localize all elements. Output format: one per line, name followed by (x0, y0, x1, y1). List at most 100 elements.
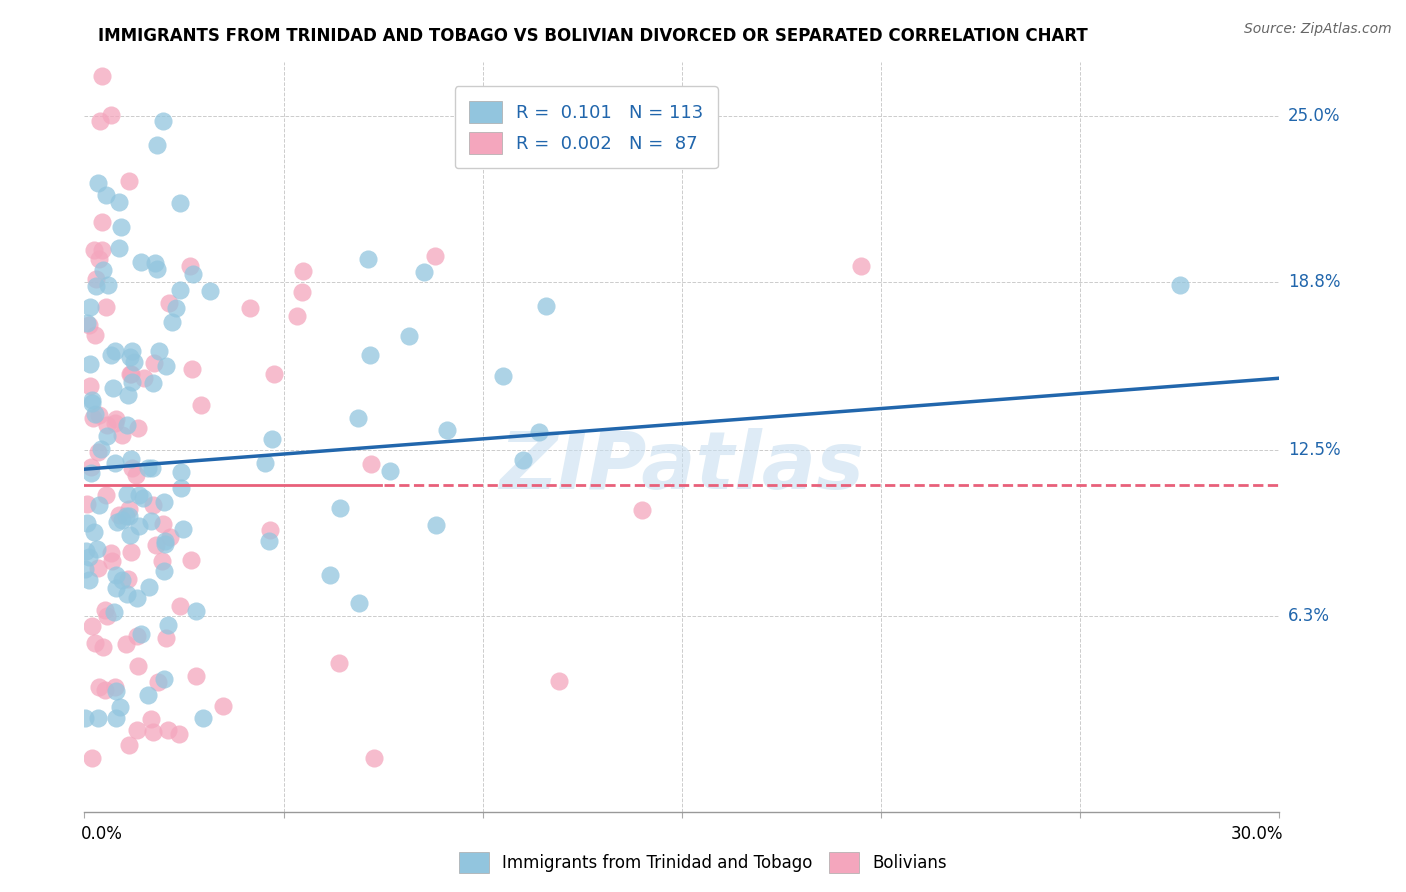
Point (118, 350, 141, 364)
Point (148, 343, 170, 358)
Point (87, 252, 110, 266)
Point (125, 467, 148, 482)
Point (124, 355, 146, 369)
Point (155, 536, 177, 550)
Point (76, 497, 98, 511)
Point (115, 418, 138, 433)
Point (263, 367, 285, 381)
Point (104, 684, 127, 698)
Legend: R =  0.101   N = 113, R =  0.002   N =  87: R = 0.101 N = 113, R = 0.002 N = 87 (454, 87, 718, 169)
Point (167, 727, 190, 741)
Point (87, 176, 110, 190)
Point (104, 344, 127, 359)
Point (91, 244, 114, 258)
Point (127, 723, 149, 738)
Point (120, 545, 142, 559)
Point (139, 514, 162, 528)
Point (115, 487, 138, 501)
Point (90, 442, 112, 456)
Point (121, 375, 143, 389)
Point (425, 518, 447, 533)
Point (165, 301, 187, 315)
Point (148, 675, 170, 690)
Point (90, 215, 112, 229)
Point (73, 711, 96, 725)
Point (156, 723, 179, 737)
Point (94, 301, 117, 315)
Point (105, 711, 128, 725)
Point (127, 421, 149, 435)
Point (522, 151, 544, 165)
Point (146, 138, 169, 153)
Point (96, 417, 118, 432)
Point (104, 680, 127, 694)
Point (292, 264, 315, 278)
Point (131, 254, 153, 268)
Point (127, 659, 149, 673)
Point (159, 295, 181, 310)
Point (89, 114, 111, 128)
Point (184, 604, 207, 618)
Point (107, 194, 129, 209)
Point (76, 543, 98, 558)
Point (120, 452, 142, 467)
Point (115, 637, 138, 651)
Point (200, 284, 222, 298)
Point (142, 725, 165, 739)
Point (118, 174, 141, 188)
Text: 18.8%: 18.8% (1288, 273, 1340, 291)
Point (128, 518, 150, 533)
Point (82, 751, 104, 765)
Text: Source: ZipAtlas.com: Source: ZipAtlas.com (1244, 22, 1392, 37)
Point (191, 711, 214, 725)
Point (121, 461, 143, 475)
Point (80, 619, 103, 633)
Point (73, 562, 96, 576)
Point (181, 267, 204, 281)
Point (1168, 278, 1191, 293)
Point (357, 252, 380, 266)
Point (108, 699, 131, 714)
Point (512, 452, 534, 467)
Point (104, 412, 127, 426)
Point (169, 599, 191, 613)
Point (347, 596, 370, 610)
Point (101, 381, 124, 395)
Point (93, 682, 115, 697)
Point (142, 376, 165, 391)
Point (136, 688, 159, 702)
Point (121, 343, 143, 358)
Point (87, 711, 110, 725)
Point (142, 356, 165, 370)
Point (548, 673, 571, 688)
Point (105, 582, 128, 596)
Point (150, 554, 173, 568)
Point (84, 636, 107, 650)
Point (82, 396, 104, 410)
Point (141, 461, 163, 475)
Point (152, 113, 174, 128)
Point (97, 277, 120, 292)
Point (111, 428, 134, 442)
Point (153, 564, 176, 578)
Point (170, 481, 193, 495)
Point (83, 524, 105, 539)
Point (80, 460, 103, 475)
Point (87, 680, 110, 694)
Point (145, 538, 167, 552)
Point (212, 699, 235, 714)
Point (260, 433, 283, 447)
Point (360, 457, 382, 471)
Point (79, 357, 101, 371)
Point (86, 542, 108, 557)
Point (104, 568, 127, 582)
Point (104, 416, 127, 430)
Point (153, 495, 176, 509)
Point (100, 108, 122, 122)
Point (117, 387, 139, 401)
Point (104, 457, 127, 471)
Point (118, 501, 141, 516)
Point (329, 500, 352, 515)
Point (111, 513, 134, 527)
Point (143, 256, 166, 270)
